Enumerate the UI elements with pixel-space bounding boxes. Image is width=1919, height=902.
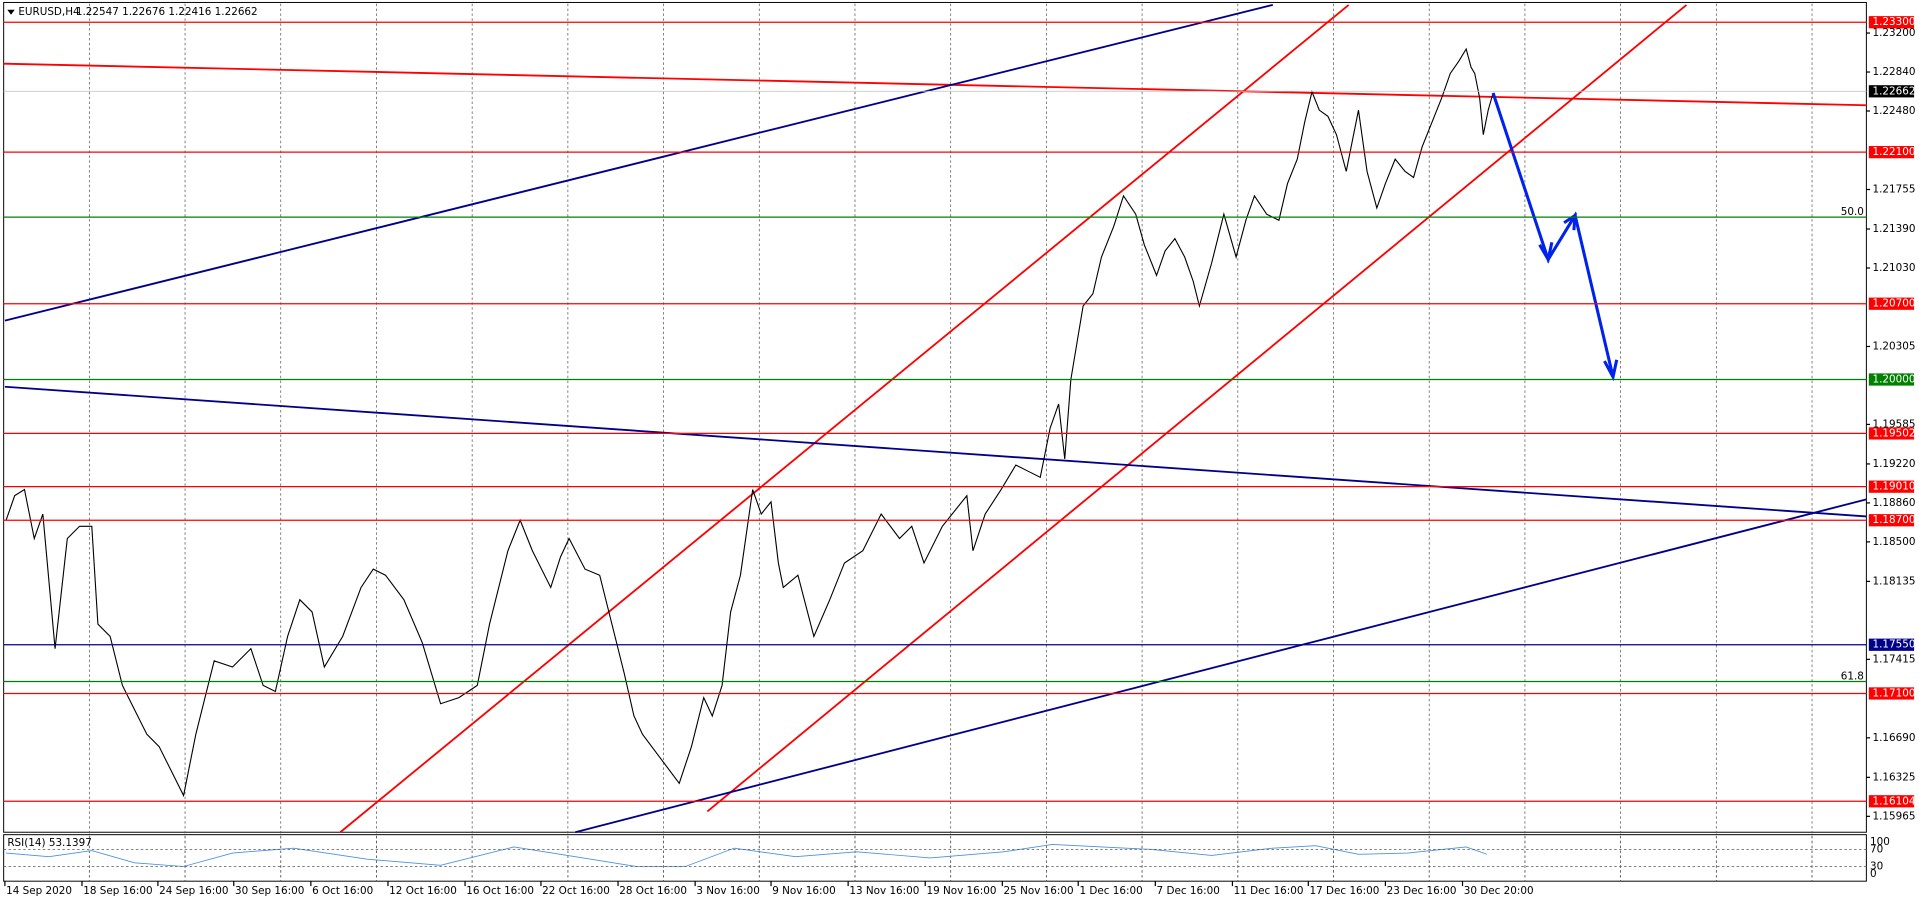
- price-label: 1.16325: [1872, 771, 1915, 783]
- level-badge: [1868, 85, 1915, 98]
- price-label: 1.22840: [1872, 66, 1915, 78]
- level-badge: [1868, 16, 1915, 29]
- time-label: 28 Oct 16:00: [619, 885, 687, 897]
- level-label: 1.22100: [1872, 146, 1915, 158]
- time-label: 18 Sep 16:00: [83, 885, 152, 897]
- price-label: 1.21390: [1872, 223, 1915, 235]
- price-label: 1.21030: [1872, 262, 1915, 274]
- price-axis: 1.23200 1.22840 1.22480 1.21755 1.21390 1.210…: [1866, 27, 1915, 822]
- level-label: 1.22662: [1872, 85, 1915, 97]
- fibo-label: 61.8: [1841, 671, 1864, 683]
- price-label: 1.21755: [1872, 183, 1915, 195]
- arrowhead: [1538, 242, 1554, 264]
- chart-frame: [3, 1, 1867, 833]
- forecast-arrows: [1491, 92, 1619, 382]
- time-label: 16 Oct 16:00: [466, 885, 534, 897]
- arrowhead: [1603, 359, 1619, 382]
- trend-line: [4, 385, 1867, 518]
- rsi-title: RSI(14) 53.1397: [7, 837, 91, 849]
- level-badge: [1868, 514, 1915, 527]
- level-badge: [1868, 687, 1915, 700]
- price-label: 1.17415: [1872, 653, 1915, 665]
- level-label: 1.20700: [1872, 298, 1915, 310]
- time-label: 22 Oct 16:00: [542, 885, 610, 897]
- time-label: 30 Dec 20:00: [1464, 885, 1534, 897]
- time-label: 6 Oct 16:00: [312, 885, 373, 897]
- time-label: 1 Dec 16:00: [1079, 885, 1142, 897]
- rsi-axis-label: 100: [1870, 836, 1890, 848]
- level-label: 1.19010: [1872, 481, 1915, 493]
- level-label: 1.16104: [1872, 795, 1915, 807]
- trend-line: [339, 4, 1350, 833]
- price-label: 1.16690: [1872, 732, 1915, 744]
- level-badge: [1868, 638, 1915, 651]
- price-label: 1.18135: [1872, 575, 1915, 587]
- time-label: 3 Nov 16:00: [696, 885, 759, 897]
- rsi-axis-label: 0: [1870, 868, 1877, 880]
- trend-line: [3, 62, 1867, 107]
- quote: 1.22547 1.22676 1.22416 1.22662: [76, 6, 258, 18]
- time-label: 7 Dec 16:00: [1157, 885, 1220, 897]
- level-badge: [1868, 480, 1915, 493]
- level-badge: [1868, 146, 1915, 159]
- levels: 50.0 61.8 1.23300 1.22662 1.22100 1.20700 1.20…: [3, 16, 1916, 808]
- level-label: 1.19502: [1872, 427, 1915, 439]
- time-label: 25 Nov 16:00: [1004, 885, 1074, 897]
- level-label: 1.20000: [1872, 373, 1915, 385]
- forecast-path: [1491, 92, 1615, 378]
- level-label: 1.23300: [1872, 16, 1915, 28]
- vertical-grid: [88, 3, 1813, 882]
- price-label: 1.15965: [1872, 810, 1915, 822]
- price-label: 1.19585: [1872, 418, 1915, 430]
- time-label: 24 Sep 16:00: [159, 885, 228, 897]
- menu-arrow[interactable]: [7, 9, 15, 15]
- trend-line: [574, 498, 1867, 834]
- trend-lines: [3, 4, 1867, 834]
- rsi-axis-label: 30: [1870, 860, 1883, 872]
- fibo-label: 50.0: [1841, 206, 1864, 218]
- rsi-frame: [3, 834, 1867, 882]
- time-label: 17 Dec 16:00: [1310, 885, 1380, 897]
- trend-line: [4, 4, 1274, 322]
- level-badge: [1868, 795, 1915, 808]
- time-label: 11 Dec 16:00: [1234, 885, 1304, 897]
- level-badge: [1868, 297, 1915, 310]
- price-label: 1.18860: [1872, 497, 1915, 509]
- time-axis: 14 Sep 2020 18 Sep 16:00 24 Sep 16:00 30 Se…: [4, 881, 1534, 897]
- rsi-axis-label: 70: [1870, 843, 1883, 855]
- price-trace: [5, 47, 1494, 798]
- level-label: 1.18700: [1872, 514, 1915, 526]
- level-label: 1.17550: [1872, 639, 1915, 651]
- arrowhead: [1563, 212, 1577, 231]
- symbol: EURUSD,H4: [18, 6, 80, 18]
- time-label: 12 Oct 16:00: [389, 885, 457, 897]
- price-label: 1.18500: [1872, 536, 1915, 548]
- level-badge: [1868, 427, 1915, 440]
- time-label: 30 Sep 16:00: [235, 885, 304, 897]
- price-label: 1.23200: [1872, 27, 1915, 39]
- price-label: 1.20305: [1872, 340, 1915, 352]
- level-label: 1.17100: [1872, 687, 1915, 699]
- time-label: 23 Dec 16:00: [1387, 885, 1457, 897]
- trend-line: [706, 4, 1688, 813]
- price-label: 1.19220: [1872, 458, 1915, 470]
- time-label: 9 Nov 16:00: [772, 885, 835, 897]
- price-label: 1.22480: [1872, 105, 1915, 117]
- rsi-trace: [6, 844, 1488, 867]
- level-badge: [1868, 373, 1915, 386]
- time-label: 19 Nov 16:00: [926, 885, 996, 897]
- time-label: 14 Sep 2020: [6, 885, 72, 897]
- time-label: 13 Nov 16:00: [849, 885, 919, 897]
